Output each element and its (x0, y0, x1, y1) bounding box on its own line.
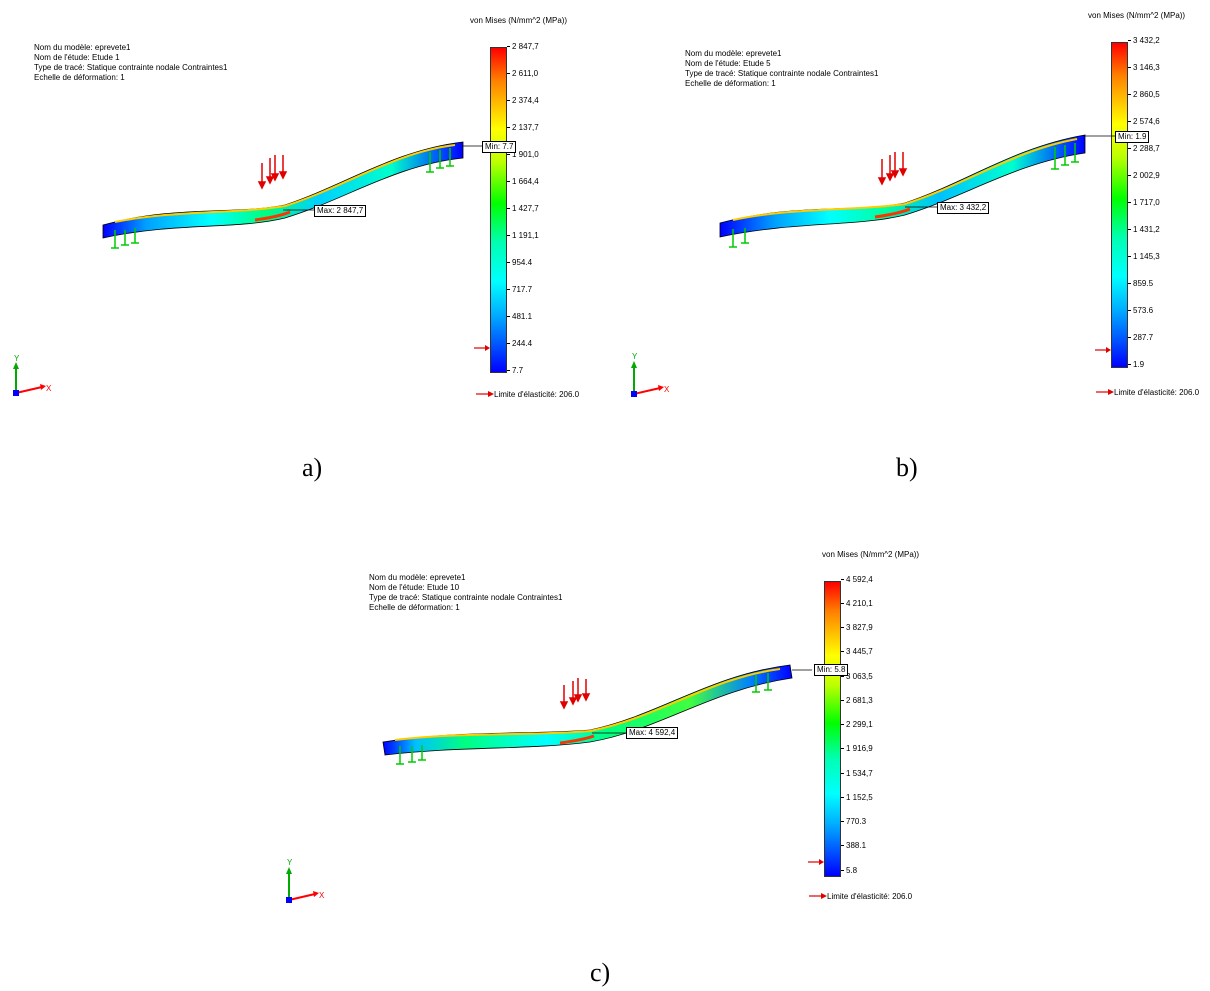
specimen-model (102, 141, 483, 249)
tick-label: 2 374,4 (507, 96, 539, 106)
specimen-model (382, 664, 812, 765)
tick-label: 1 145,3 (1128, 252, 1160, 262)
tick-label: 1 427,7 (507, 204, 539, 214)
min-callout: Min: 5.8 (814, 664, 849, 676)
yield-legend-arrow-icon (809, 893, 827, 899)
tick-label: 2 681,3 (841, 696, 873, 706)
info-line: Nom de l'étude: Etude 10 (369, 583, 460, 592)
colorbar (1111, 42, 1128, 368)
svg-text:X: X (664, 385, 670, 394)
max-callout: Max: 4 592,4 (626, 727, 679, 739)
info-line: Type de tracé: Statique contrainte nodal… (685, 69, 879, 78)
svg-text:Y: Y (287, 858, 293, 867)
tick-label: 1 916,9 (841, 744, 873, 754)
yield-legend-arrow-icon (1096, 389, 1114, 395)
fixture-icon (111, 148, 454, 249)
tick-label: 3 827,9 (841, 623, 873, 633)
yield-strength-label: Limite d'élasticité: 206.0 (827, 892, 913, 901)
info-line: Type de tracé: Statique contrainte nodal… (34, 63, 228, 72)
axis-triad-icon: Y X (286, 858, 325, 903)
tick-label: 1 431,2 (1128, 225, 1160, 235)
min-callout: Min: 1.9 (1115, 131, 1150, 143)
tick-label: 3 063,5 (841, 672, 873, 682)
tick-label: 1 534,7 (841, 769, 873, 779)
tick-label: 2 574,6 (1128, 117, 1160, 127)
tick-label: 2 847,7 (507, 42, 539, 52)
tick-label: 2 288,7 (1128, 144, 1160, 154)
tick-label: 244.4 (507, 339, 532, 349)
tick-label: 717.7 (507, 285, 532, 295)
model-info: Nom du modèle: eprevete1 Nom de l'étude:… (34, 43, 227, 83)
info-line: Nom du modèle: eprevete1 (369, 573, 466, 582)
load-arrow-icon (877, 152, 908, 186)
tick-label: 3 432,2 (1128, 36, 1160, 46)
info-line: Echelle de déformation: 1 (34, 73, 125, 82)
model-info: Nom du modèle: eprevete1 Nom de l'étude:… (369, 573, 562, 613)
tick-label: 573.6 (1128, 306, 1153, 316)
tick-label: 1 152,5 (841, 793, 873, 803)
colorbar-unit-label: von Mises (N/mm^2 (MPa)) (822, 550, 920, 559)
specimen-model (719, 134, 1115, 248)
tick-label: 388.1 (841, 841, 866, 851)
model-info: Nom du modèle: eprevete1 Nom de l'étude:… (685, 49, 878, 89)
tick-label: 2 002,9 (1128, 171, 1160, 181)
panel-caption: b) (896, 453, 918, 482)
tick-label: 3 445,7 (841, 647, 873, 657)
svg-text:X: X (319, 891, 325, 900)
colorbar-unit-label: von Mises (N/mm^2 (MPa)) (470, 16, 568, 25)
tick-label: 1.9 (1128, 360, 1144, 370)
axis-triad-icon: Y X (631, 352, 670, 397)
tick-label: 4 592,4 (841, 575, 873, 585)
info-line: Nom du modèle: eprevete1 (34, 43, 131, 52)
yield-legend-arrow-icon (476, 391, 494, 397)
yield-strength-label: Limite d'élasticité: 206.0 (494, 390, 580, 399)
axis-triad-icon: Y X (13, 354, 52, 396)
info-line: Nom du modèle: eprevete1 (685, 49, 782, 58)
tick-label: 481.1 (507, 312, 532, 322)
svg-text:X: X (46, 384, 52, 393)
tick-label: 1 664,4 (507, 177, 539, 187)
colorbar (824, 581, 841, 877)
tick-label: 3 146,3 (1128, 63, 1160, 73)
max-callout: Max: 3 432,2 (937, 202, 990, 214)
tick-label: 287.7 (1128, 333, 1153, 343)
info-line: Echelle de déformation: 1 (685, 79, 776, 88)
svg-text:Y: Y (14, 354, 20, 363)
load-arrow-icon (559, 678, 591, 710)
tick-label: 859.5 (1128, 279, 1153, 289)
info-line: Type de tracé: Statique contrainte nodal… (369, 593, 563, 602)
tick-label: 2 137,7 (507, 123, 539, 133)
panel-caption: c) (590, 958, 611, 987)
tick-label: 770.3 (841, 817, 866, 827)
fixture-icon (729, 143, 1079, 248)
colorbar-unit-label: von Mises (N/mm^2 (MPa)) (1088, 11, 1186, 20)
yield-marker-arrow-icon (474, 345, 490, 351)
tick-label: 1 191,1 (507, 231, 539, 241)
tick-label: 2 299,1 (841, 720, 873, 730)
tick-label: 2 860,5 (1128, 90, 1160, 100)
load-arrow-icon (257, 155, 288, 190)
fixture-icon (396, 673, 772, 765)
tick-label: 4 210,1 (841, 599, 873, 609)
max-callout: Max: 2 847,7 (314, 205, 367, 217)
panel-caption: a) (302, 453, 323, 482)
yield-strength-label: Limite d'élasticité: 206.0 (1114, 388, 1200, 397)
tick-label: 1 717,0 (1128, 198, 1160, 208)
yield-marker-arrow-icon (808, 859, 824, 865)
svg-text:Y: Y (632, 352, 638, 361)
yield-marker-arrow-icon (1095, 347, 1111, 353)
min-callout: Min: 7.7 (482, 141, 517, 153)
tick-label: 1 901,0 (507, 150, 539, 160)
tick-label: 5.8 (841, 866, 857, 876)
info-line: Echelle de déformation: 1 (369, 603, 460, 612)
info-line: Nom de l'étude: Etude 5 (685, 59, 771, 68)
tick-label: 7.7 (507, 366, 523, 376)
tick-label: 954.4 (507, 258, 532, 268)
info-line: Nom de l'étude: Etude 1 (34, 53, 120, 62)
colorbar (490, 47, 507, 373)
tick-label: 2 611,0 (507, 69, 538, 79)
